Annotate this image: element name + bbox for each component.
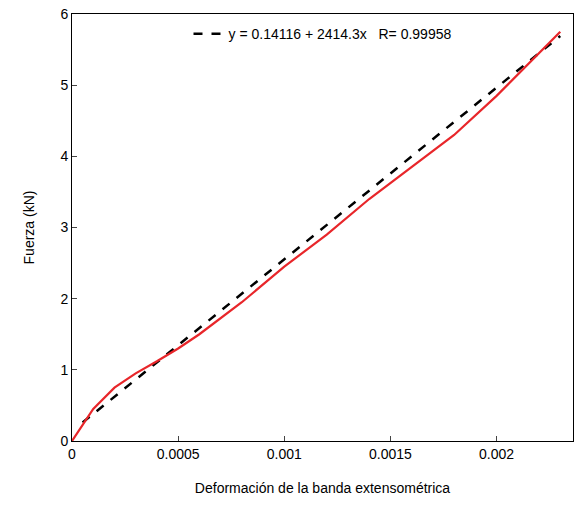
svg-text:2: 2: [60, 291, 68, 307]
svg-text:0.0015: 0.0015: [369, 446, 412, 462]
svg-text:Fuerza (kN): Fuerza (kN): [21, 191, 37, 265]
svg-text:0.001: 0.001: [267, 446, 302, 462]
svg-text:0.002: 0.002: [479, 446, 514, 462]
svg-text:0: 0: [68, 446, 76, 462]
svg-text:4: 4: [60, 148, 68, 164]
svg-text:1: 1: [60, 362, 68, 378]
svg-text:5: 5: [60, 77, 68, 93]
svg-text:6: 6: [60, 6, 68, 22]
svg-text:0: 0: [60, 433, 68, 449]
svg-text:Deformación de la banda extens: Deformación de la banda extensométrica: [195, 480, 450, 496]
svg-text:y = 0.14116 + 2414.3x R= 0.9: y = 0.14116 + 2414.3x R= 0.99958: [229, 26, 452, 42]
svg-text:0.0005: 0.0005: [157, 446, 200, 462]
svg-text:3: 3: [60, 219, 68, 235]
